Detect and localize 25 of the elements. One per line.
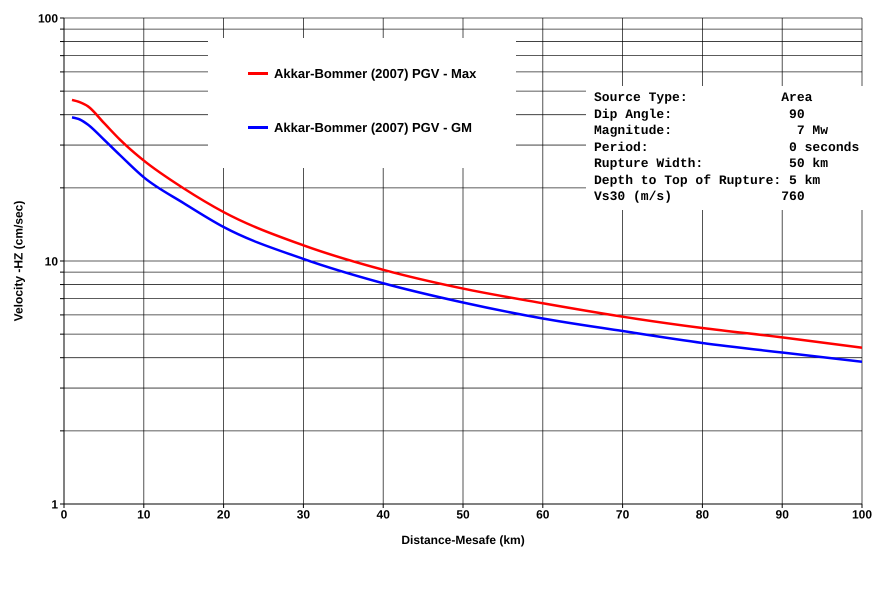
y-tick-label: 1 [51,497,58,512]
annotation: Depth to Top of Rupture: 5 km [594,172,822,189]
x-tick-label: 30 [296,508,310,522]
annotation: Source Type: Area [594,90,814,106]
annotation: Vs30 (m/s) 760 [594,189,806,206]
x-axis-title: Distance-Mesafe (km) [401,533,525,547]
y-tick-label: 100 [38,11,58,26]
x-tick-label: 100 [852,508,872,522]
x-tick-label: 80 [696,508,710,522]
y-tick-label: 10 [44,254,58,268]
x-tick-label: 60 [536,508,550,522]
x-tick-label: 90 [776,508,790,522]
x-tick-label: 70 [616,508,630,522]
x-tick-label: 20 [216,508,231,522]
x-tick-label: 40 [376,508,390,522]
annotation: Period: 0 seconds [594,140,860,156]
legend-label: Akkar-Bommer (2007) PGV - GM [274,120,472,134]
legend-label: Akkar-Bommer (2007) PGV - Max [274,66,476,80]
annotation: Dip Angle: 90 [594,106,806,123]
x-tick-label: 50 [456,508,470,522]
x-tick-label: 10 [137,508,151,522]
annotation: Magnitude: 7 Mw [594,123,830,140]
x-tick-label: 0 [60,508,68,522]
y-axis-title: Velocity -HZ (cm/sec) [11,200,26,322]
annotation: Rupture Width: 50 km [594,156,830,172]
